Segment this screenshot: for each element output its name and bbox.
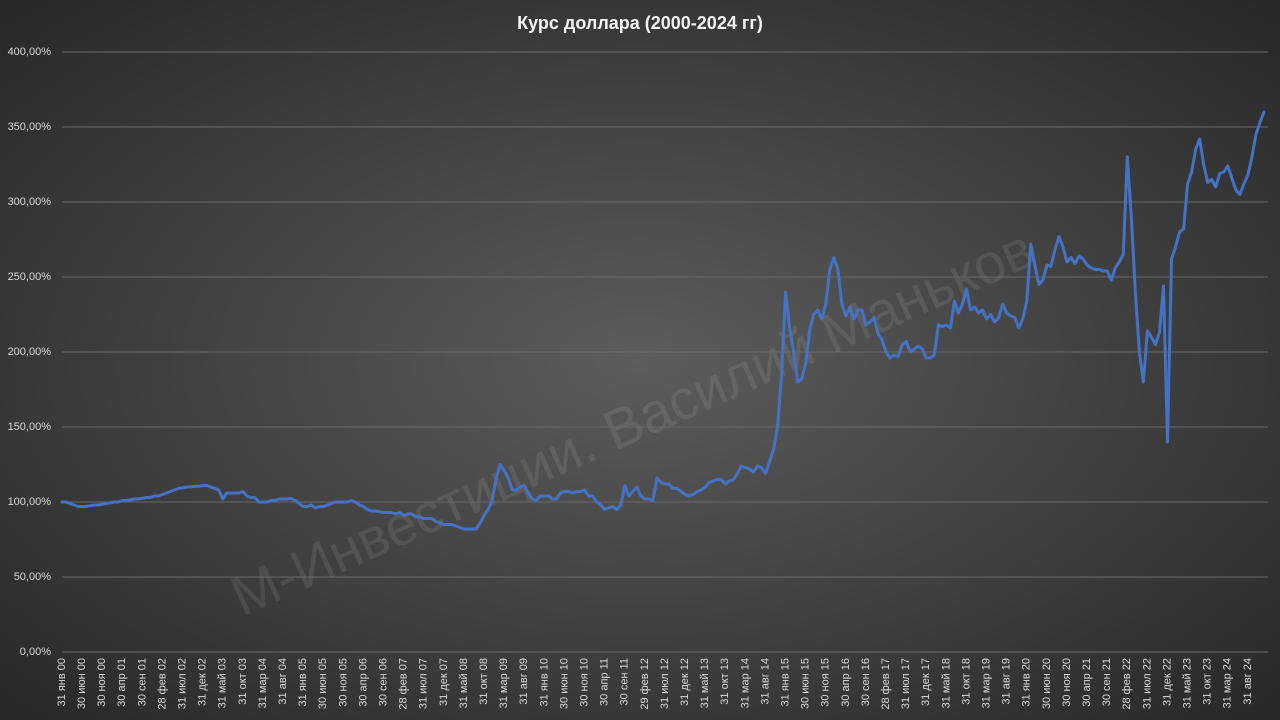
x-tick-label: 30 июн 05 <box>317 658 329 709</box>
x-tick-label: 28 фев 17 <box>880 658 892 710</box>
x-tick-label: 30 сен 11 <box>619 658 631 705</box>
x-tick-label: 31 мар 14 <box>739 658 751 708</box>
x-tick-label: 30 апр 16 <box>840 658 852 707</box>
y-tick-label: 150,00% <box>8 421 52 433</box>
x-tick-label: 31 дек 17 <box>920 658 932 706</box>
x-tick-label: 31 мар 09 <box>498 658 510 708</box>
x-tick-label: 31 май 08 <box>458 658 470 708</box>
x-tick-label: 31 янв 20 <box>1021 658 1033 706</box>
x-tick-label: 31 мар 24 <box>1222 658 1234 708</box>
x-tick-label: 30 июн 15 <box>800 658 812 709</box>
x-tick-label: 30 сен 06 <box>378 658 390 706</box>
x-tick-label: 31 янв 05 <box>297 658 309 706</box>
x-tick-label: 31 дек 02 <box>197 658 209 706</box>
x-tick-label: 30 апр 21 <box>1081 658 1093 707</box>
y-tick-label: 250,00% <box>8 271 52 283</box>
x-tick-label: 30 сен 01 <box>136 658 148 706</box>
x-tick-label: 31 июл 07 <box>418 658 430 709</box>
x-tick-label: 30 июн 20 <box>1041 658 1053 709</box>
x-tick-label: 30 апр 11 <box>599 658 611 706</box>
x-tick-label: 31 окт 23 <box>1202 658 1214 705</box>
x-tick-label: 31 янв 10 <box>538 658 550 706</box>
x-tick-label: 31 июл 12 <box>659 658 671 709</box>
x-tick-label: 28 фев 02 <box>156 658 168 710</box>
x-tick-label: 31 май 23 <box>1182 658 1194 708</box>
data-line <box>60 110 1266 531</box>
x-tick-label: 31 июл 02 <box>177 658 189 709</box>
x-tick-label: 31 авг 19 <box>1001 658 1013 705</box>
x-tick-label: 28 фев 07 <box>398 658 410 710</box>
x-tick-label: 30 июн 00 <box>76 658 88 709</box>
y-tick-label: 50,00% <box>14 571 52 583</box>
x-tick-label: 31 мар 04 <box>257 658 269 708</box>
x-tick-label: 31 авг 14 <box>759 658 771 705</box>
x-tick-label: 31 июл 17 <box>900 658 912 709</box>
x-tick-label: 31 мар 19 <box>981 658 993 708</box>
x-tick-label: 31 авг 04 <box>277 658 289 705</box>
x-tick-label: 30 апр 01 <box>116 658 128 707</box>
x-tick-label: 31 дек 07 <box>438 658 450 706</box>
y-tick-label: 100,00% <box>8 496 52 508</box>
y-tick-label: 0,00% <box>20 646 51 658</box>
x-tick-label: 31 дек 22 <box>1161 658 1173 706</box>
chart-title: Курс доллара (2000-2024 гг) <box>517 13 763 33</box>
x-tick-label: 31 окт 18 <box>960 658 972 705</box>
x-tick-label: 31 авг 24 <box>1242 658 1254 705</box>
x-tick-label: 31 авг 09 <box>518 658 530 705</box>
x-tick-label: 30 ноя 15 <box>820 658 832 707</box>
y-tick-label: 400,00% <box>8 46 52 58</box>
x-tick-label: 30 сен 21 <box>1101 658 1113 706</box>
x-tick-label: 31 янв 00 <box>56 658 68 706</box>
x-tick-label: 31 окт 08 <box>478 658 490 705</box>
x-tick-label: 29 фев 12 <box>639 658 651 710</box>
x-tick-label: 31 май 13 <box>699 658 711 708</box>
y-tick-label: 300,00% <box>8 196 52 208</box>
y-tick-label: 200,00% <box>8 346 52 358</box>
x-tick-label: 30 сен 16 <box>860 658 872 706</box>
x-tick-label: 31 май 03 <box>217 658 229 708</box>
y-tick-label: 350,00% <box>8 121 52 133</box>
x-tick-label: 31 янв 15 <box>780 658 792 706</box>
x-tick-label: 30 июн 10 <box>558 658 570 709</box>
x-tick-label: 31 май 18 <box>940 658 952 708</box>
x-tick-label: 30 ноя 05 <box>337 658 349 707</box>
x-tick-label: 30 ноя 20 <box>1061 658 1073 707</box>
x-tick-label: 30 ноя 10 <box>579 658 591 707</box>
x-tick-label: 31 дек 12 <box>679 658 691 706</box>
x-tick-label: 31 окт 03 <box>237 658 249 705</box>
x-tick-label: 31 окт 13 <box>719 658 731 705</box>
x-tick-label: 30 апр 06 <box>357 658 369 707</box>
x-tick-label: 31 июл 22 <box>1141 658 1153 709</box>
x-tick-label: 30 ноя 00 <box>96 658 108 707</box>
x-tick-label: 28 фев 22 <box>1121 658 1133 710</box>
